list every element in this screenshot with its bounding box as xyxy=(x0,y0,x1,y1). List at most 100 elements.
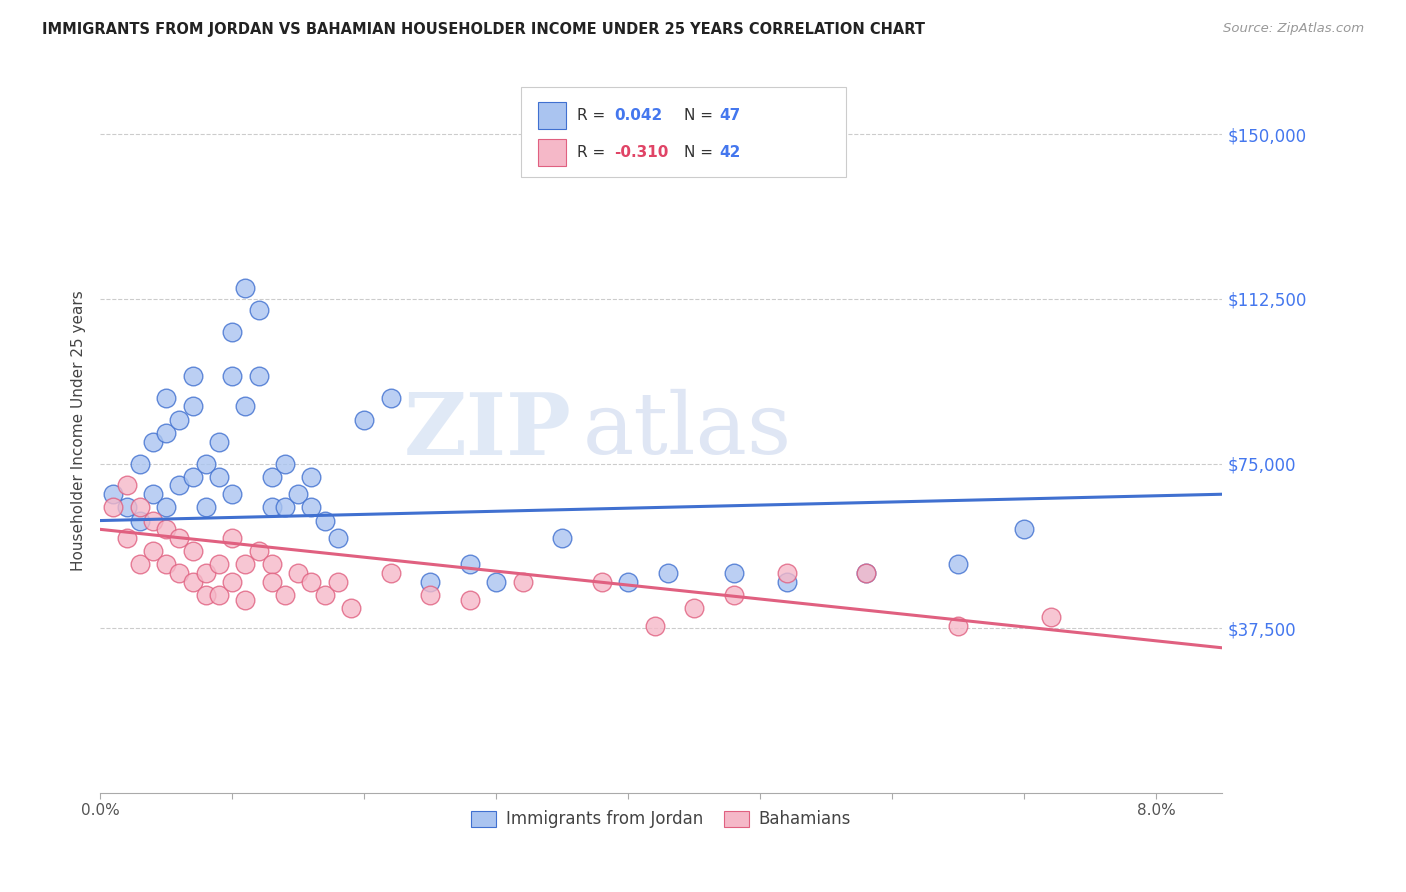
Point xyxy=(380,566,402,581)
Point xyxy=(194,500,217,515)
Point xyxy=(512,574,534,589)
Point xyxy=(142,434,165,449)
Point xyxy=(235,592,257,607)
Point xyxy=(208,588,231,602)
Point xyxy=(855,566,877,581)
Point xyxy=(169,478,191,492)
Point xyxy=(299,574,322,589)
Point xyxy=(169,566,191,581)
Point xyxy=(181,400,204,414)
Point xyxy=(181,544,204,558)
Point xyxy=(155,558,177,572)
Point xyxy=(274,588,297,602)
Point xyxy=(326,574,349,589)
Point xyxy=(208,558,231,572)
Point xyxy=(380,391,402,405)
Point xyxy=(776,574,799,589)
Point xyxy=(776,566,799,581)
Point xyxy=(128,500,150,515)
Point xyxy=(169,412,191,426)
Point xyxy=(155,425,177,440)
Text: N =: N = xyxy=(683,108,717,123)
Point xyxy=(221,574,243,589)
Point xyxy=(419,588,441,602)
Point xyxy=(948,619,970,633)
Point xyxy=(115,531,138,545)
Point xyxy=(260,500,283,515)
Point xyxy=(221,368,243,383)
Text: -0.310: -0.310 xyxy=(614,145,668,161)
Point xyxy=(287,487,309,501)
Point xyxy=(142,487,165,501)
Point xyxy=(458,558,481,572)
Point xyxy=(657,566,679,581)
Point xyxy=(485,574,508,589)
Point xyxy=(260,469,283,483)
Point xyxy=(208,434,231,449)
Point xyxy=(103,487,125,501)
Point xyxy=(247,368,270,383)
Point xyxy=(181,368,204,383)
Point xyxy=(128,457,150,471)
Point xyxy=(314,514,336,528)
Point xyxy=(142,514,165,528)
Point xyxy=(260,558,283,572)
Point xyxy=(287,566,309,581)
Text: Source: ZipAtlas.com: Source: ZipAtlas.com xyxy=(1223,22,1364,36)
Point xyxy=(128,514,150,528)
Point xyxy=(419,574,441,589)
Point xyxy=(155,522,177,536)
Point xyxy=(591,574,613,589)
Point xyxy=(181,469,204,483)
Point xyxy=(169,531,191,545)
Point xyxy=(155,500,177,515)
Point xyxy=(115,478,138,492)
Point xyxy=(617,574,640,589)
Text: R =: R = xyxy=(576,108,610,123)
Point xyxy=(260,574,283,589)
FancyBboxPatch shape xyxy=(522,87,846,178)
Legend: Immigrants from Jordan, Bahamians: Immigrants from Jordan, Bahamians xyxy=(465,804,858,835)
Point xyxy=(181,574,204,589)
Point xyxy=(723,588,745,602)
Point xyxy=(208,469,231,483)
FancyBboxPatch shape xyxy=(538,139,565,166)
Point xyxy=(235,281,257,295)
Point xyxy=(326,531,349,545)
Point xyxy=(855,566,877,581)
Point xyxy=(683,601,706,615)
Point xyxy=(247,302,270,317)
Point xyxy=(115,500,138,515)
Text: 47: 47 xyxy=(720,108,741,123)
Point xyxy=(221,487,243,501)
Text: N =: N = xyxy=(683,145,717,161)
Point xyxy=(340,601,363,615)
FancyBboxPatch shape xyxy=(538,102,565,128)
Text: atlas: atlas xyxy=(582,389,792,472)
Point xyxy=(458,592,481,607)
Point xyxy=(142,544,165,558)
Point xyxy=(274,500,297,515)
Point xyxy=(128,558,150,572)
Point xyxy=(299,469,322,483)
Point xyxy=(948,558,970,572)
Text: R =: R = xyxy=(576,145,610,161)
Point xyxy=(221,531,243,545)
Point xyxy=(103,500,125,515)
Point xyxy=(221,325,243,339)
Text: ZIP: ZIP xyxy=(404,389,571,473)
Point xyxy=(314,588,336,602)
Point xyxy=(274,457,297,471)
Point xyxy=(644,619,666,633)
Text: 42: 42 xyxy=(720,145,741,161)
Text: 0.042: 0.042 xyxy=(614,108,662,123)
Point xyxy=(1014,522,1036,536)
Point xyxy=(235,558,257,572)
Point xyxy=(723,566,745,581)
Point xyxy=(194,566,217,581)
Point xyxy=(1039,610,1062,624)
Point xyxy=(194,457,217,471)
Point xyxy=(155,391,177,405)
Point xyxy=(299,500,322,515)
Point xyxy=(247,544,270,558)
